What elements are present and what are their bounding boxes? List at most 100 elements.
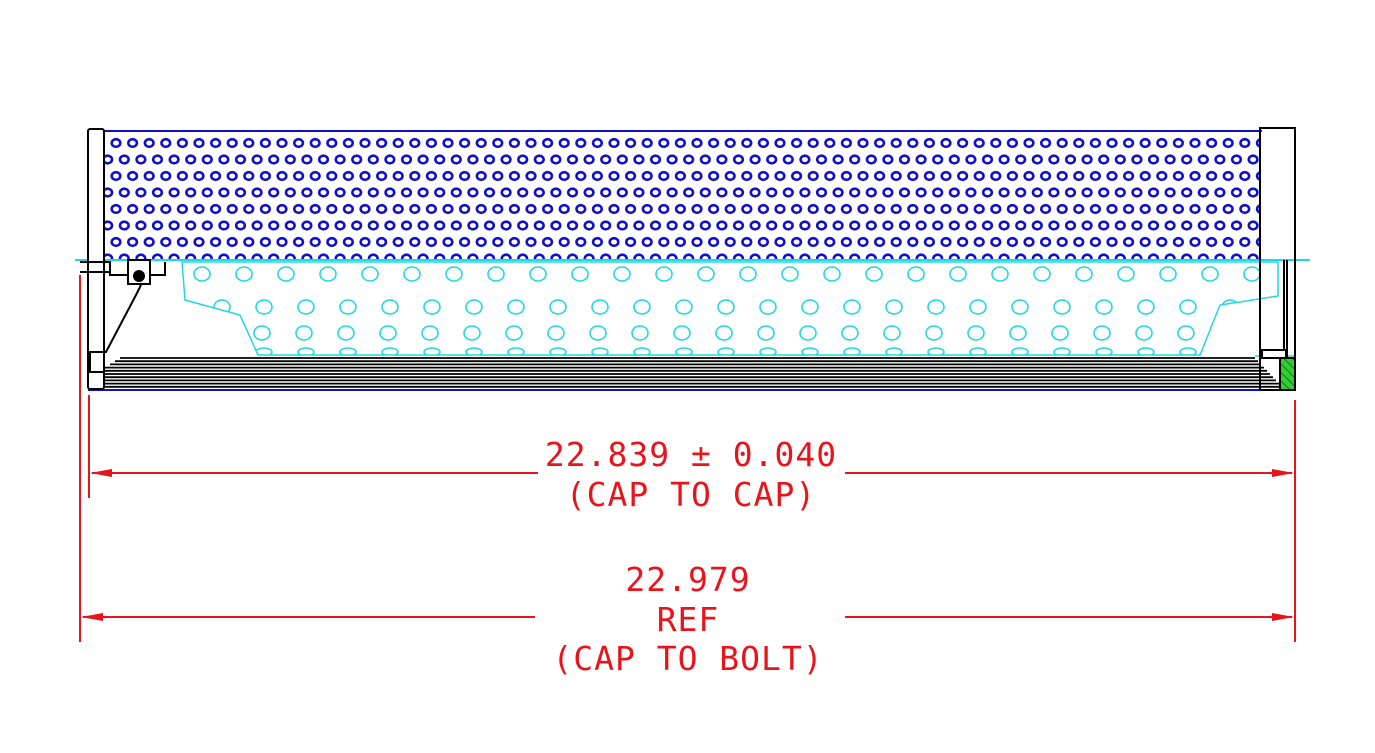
- arrowhead-right-icon: [1272, 469, 1294, 477]
- perforation-hole: [459, 170, 471, 182]
- perforation-hole: [832, 154, 844, 165]
- perforation-hole: [898, 220, 911, 231]
- perforation-hole: [1230, 220, 1243, 231]
- perforation-hole: [483, 187, 496, 198]
- perforation-hole: [317, 187, 330, 198]
- perforation-hole: [234, 220, 247, 231]
- perforation-hole: [1098, 253, 1110, 259]
- perforation-hole: [1189, 236, 1201, 248]
- perforation-hole: [1006, 137, 1019, 149]
- perforation-hole: [193, 137, 205, 149]
- perforation-hole: [342, 170, 355, 182]
- perforation-hole: [915, 187, 927, 198]
- core-hole: [1219, 325, 1237, 341]
- perforation-hole: [1239, 203, 1251, 215]
- perforation-hole: [1031, 187, 1043, 198]
- perforation-hole: [541, 170, 554, 182]
- perforation-hole: [1039, 170, 1052, 182]
- core-hole: [549, 347, 567, 355]
- perforation-hole: [732, 253, 745, 259]
- core-hole: [717, 299, 735, 315]
- core-hole: [631, 325, 649, 341]
- right-end-cap: [1259, 127, 1296, 391]
- core-hole: [213, 347, 231, 355]
- perforation-hole: [683, 187, 695, 198]
- core-hole: [1135, 325, 1153, 341]
- perforation-hole: [649, 253, 662, 259]
- perforation-hole: [1214, 154, 1226, 165]
- perforation-hole: [1114, 253, 1126, 259]
- core-hole: [339, 347, 357, 355]
- core-hole: [1137, 299, 1155, 315]
- perforation-hole: [1106, 203, 1118, 215]
- perforation-hole: [616, 187, 628, 198]
- perforation-hole: [442, 137, 454, 149]
- perforation-hole: [741, 137, 753, 149]
- perforation-hole: [259, 170, 272, 182]
- perforation-hole: [1056, 203, 1068, 215]
- perforation-hole: [151, 187, 164, 198]
- perforation-hole: [840, 170, 853, 182]
- perforation-hole: [790, 170, 803, 182]
- perforation-hole: [1048, 187, 1060, 198]
- perforation-hole: [757, 137, 770, 149]
- perforation-hole: [1106, 236, 1118, 248]
- cap-to-bolt-ref: REF: [657, 600, 720, 639]
- perforation-hole: [707, 170, 720, 182]
- perforation-hole: [624, 137, 637, 149]
- perforation-hole: [508, 170, 521, 182]
- perforation-hole: [707, 203, 720, 215]
- core-hole: [907, 266, 925, 282]
- perforation-hole: [824, 203, 836, 215]
- perforation-hole: [500, 220, 512, 231]
- perforation-hole: [1222, 236, 1234, 248]
- perforation-hole: [400, 253, 413, 259]
- perforation-hole: [376, 236, 388, 248]
- core-hole: [781, 266, 799, 282]
- perforation-hole: [309, 170, 321, 182]
- perforation-hole: [201, 187, 213, 198]
- perforation-hole: [301, 187, 313, 198]
- perforation-hole: [342, 236, 355, 248]
- perforation-hole: [251, 253, 263, 259]
- perforation-hole: [923, 236, 936, 248]
- perforation-hole: [882, 187, 894, 198]
- perforation-hole: [550, 187, 562, 198]
- cap-to-bolt-value: 22.979: [625, 560, 750, 599]
- perforation-hole: [932, 220, 944, 231]
- perforation-hole: [1056, 170, 1068, 182]
- perforation-hole: [417, 154, 429, 165]
- perforation-hole: [1214, 187, 1226, 198]
- perforation-hole: [990, 170, 1002, 182]
- perforation-hole: [898, 187, 911, 198]
- perforation-hole: [575, 170, 587, 182]
- core-hole: [1221, 347, 1239, 355]
- perforation-hole: [624, 203, 637, 215]
- perforation-hole: [558, 137, 570, 149]
- perforation-hole: [517, 154, 529, 165]
- perforation-hole: [948, 253, 960, 259]
- core-hole: [801, 299, 819, 315]
- perforation-hole: [724, 137, 736, 149]
- perforation-hole: [151, 220, 164, 231]
- perforation-hole: [1023, 203, 1035, 215]
- perforation-hole: [417, 187, 429, 198]
- perforation-hole: [459, 137, 471, 149]
- perforation-hole: [575, 236, 587, 248]
- perforation-hole: [317, 220, 330, 231]
- perforation-hole: [284, 154, 296, 165]
- perforation-hole: [600, 154, 612, 165]
- perforation-hole: [409, 203, 421, 215]
- perforation-hole: [1164, 253, 1176, 259]
- perforation-hole: [923, 137, 936, 149]
- core-hole: [1137, 347, 1155, 355]
- perforation-hole: [160, 137, 172, 149]
- perforation-hole: [815, 220, 828, 231]
- perforation-hole: [293, 170, 305, 182]
- perforation-hole: [434, 220, 446, 231]
- core-hole: [883, 325, 901, 341]
- perforation-hole: [691, 203, 703, 215]
- perforation-hole: [807, 170, 819, 182]
- core-hole: [465, 347, 483, 355]
- perforation-hole: [276, 137, 288, 149]
